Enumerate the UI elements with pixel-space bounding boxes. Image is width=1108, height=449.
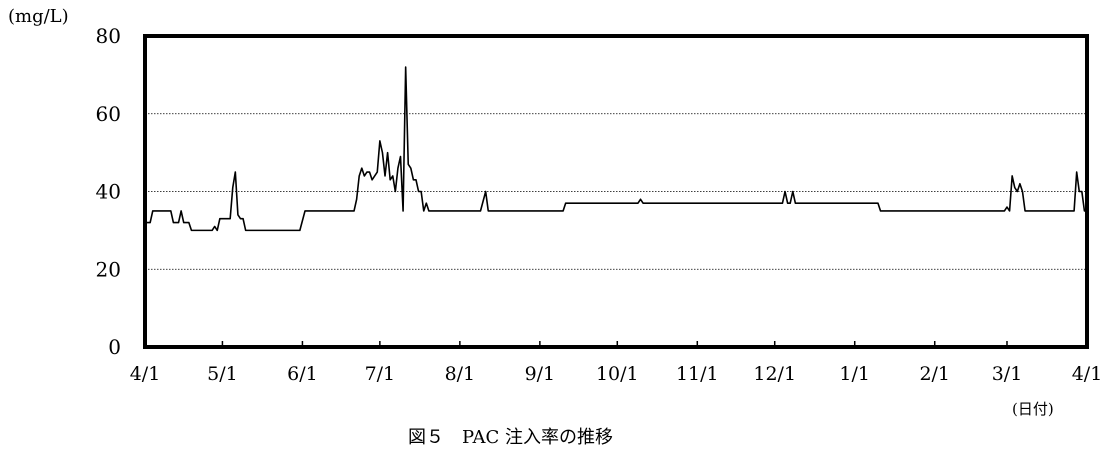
plot-frame: [143, 34, 1089, 349]
y-axis-unit-label: (mg/L): [8, 6, 69, 27]
figure-caption: 図５ PAC 注入率の推移: [408, 427, 613, 448]
x-tick-label: 1/1: [839, 363, 870, 385]
x-tick-label: 2/1: [919, 363, 950, 385]
x-tick-label: 3/1: [992, 363, 1023, 385]
y-axis: 0 20 40 60 80: [96, 24, 121, 359]
y-tick-label: 80: [96, 24, 121, 48]
x-tick-label: 10/1: [596, 363, 639, 385]
x-tick-label: 6/1: [287, 363, 318, 385]
x-axis: 4/1 5/1 6/1 7/1 8/1 9/1 10/1 11/1 12/1 1/1 2/1 3/1 4…: [130, 341, 1103, 385]
x-tick-label: 4/1: [130, 363, 161, 385]
x-tick-label: 12/1: [753, 363, 796, 385]
y-tick-label: 60: [96, 102, 121, 126]
pac-injection-rate-chart: 0 20 40 60 80 4/1 5/1 6/1 7/1 8/1 9/1 10/1 11/1 12/1…: [96, 24, 1103, 385]
y-tick-label: 0: [108, 335, 121, 359]
x-tick-label: 8/1: [445, 363, 476, 385]
x-axis-unit-label: (日付): [1012, 400, 1054, 418]
y-gridlines: [145, 113, 1087, 270]
x-tick-label: 11/1: [676, 363, 719, 385]
x-tick-label: 9/1: [525, 363, 556, 385]
y-tick-label: 40: [96, 180, 121, 204]
series-line: [145, 66, 1087, 232]
x-tick-label: 5/1: [207, 363, 238, 385]
x-tick-label: 4/1: [1072, 363, 1103, 385]
x-tick-label: 7/1: [365, 363, 396, 385]
y-tick-label: 20: [96, 257, 121, 281]
